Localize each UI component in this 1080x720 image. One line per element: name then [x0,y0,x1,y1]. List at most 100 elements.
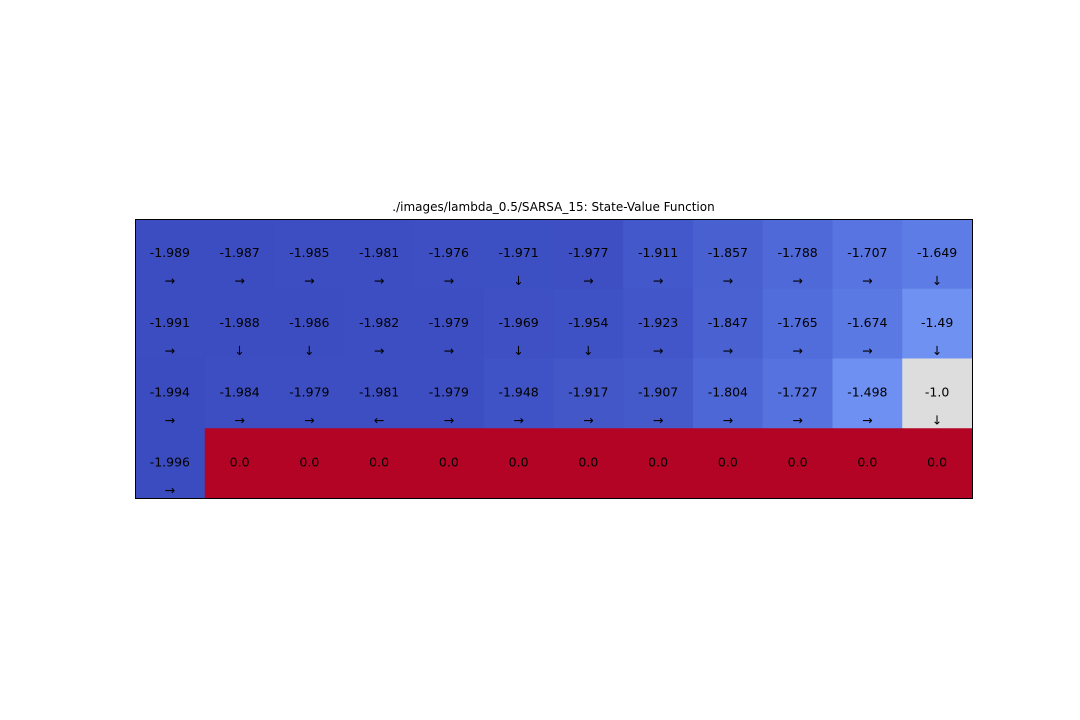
policy-arrow: → [444,343,454,358]
heatmap-cell-r1-c10 [832,288,903,359]
heatmap-cell-r1-c8 [693,288,764,359]
policy-arrow: → [723,273,733,288]
policy-arrow: ↓ [513,273,523,288]
policy-arrow: → [792,343,802,358]
heatmap-cell-r1-c3 [344,288,415,359]
cell-value-label: -1.987 [219,245,259,260]
cell-value-label: 0.0 [788,454,808,469]
policy-arrow: → [165,482,175,497]
policy-arrow: → [444,273,454,288]
cell-value-label: -1.986 [289,315,329,330]
cell-value-label: -1.948 [498,385,538,400]
cell-value-label: -1.971 [498,245,538,260]
heatmap-cell-r3-c2 [274,428,345,499]
policy-arrow: → [653,343,663,358]
policy-arrow: → [583,273,593,288]
heatmap-cell-r2-c11 [902,358,973,429]
cell-value-label: 0.0 [439,454,459,469]
cell-value-label: 0.0 [718,454,738,469]
policy-arrow: → [165,413,175,428]
policy-arrow: ← [374,413,384,428]
cell-value-label: 0.0 [509,454,529,469]
cell-value-label: -1.979 [429,385,469,400]
heatmap-cells [135,219,973,499]
cell-value-label: -1.996 [150,454,190,469]
heatmap-cell-r2-c9 [762,358,833,429]
policy-arrow: → [653,413,663,428]
cell-value-label: 0.0 [230,454,250,469]
cell-value-label: -1.857 [708,245,748,260]
cell-value-label: -1.982 [359,315,399,330]
heatmap-cell-r3-c1 [204,428,275,499]
heatmap-cell-r0-c0 [135,219,206,290]
heatmap-cell-r1-c4 [414,288,485,359]
policy-arrow: → [234,413,244,428]
heatmap-cell-r2-c4 [414,358,485,429]
heatmap-cell-r1-c7 [623,288,694,359]
heatmap-cell-r3-c5 [483,428,554,499]
policy-arrow: ↓ [932,343,942,358]
cell-value-label: -1.917 [568,385,608,400]
heatmap-cell-r2-c0 [135,358,206,429]
policy-arrow: → [513,413,523,428]
cell-value-label: -1.985 [289,245,329,260]
policy-arrow: → [374,343,384,358]
heatmap-cell-r1-c5 [483,288,554,359]
heatmap-cell-r3-c11 [902,428,973,499]
cell-value-label: 0.0 [299,454,319,469]
cell-value-label: -1.498 [847,385,887,400]
policy-arrow: → [165,273,175,288]
heatmap-cell-r0-c8 [693,219,764,290]
heatmap-cell-r0-c6 [553,219,624,290]
heatmap-cell-r1-c6 [553,288,624,359]
cell-value-label: -1.765 [777,315,817,330]
heatmap-cell-r2-c5 [483,358,554,429]
heatmap-cell-r1-c9 [762,288,833,359]
cell-value-label: -1.981 [359,245,399,260]
cell-value-label: -1.994 [150,385,190,400]
policy-arrow: ↓ [234,343,244,358]
cell-value-label: 0.0 [578,454,598,469]
heatmap-cell-r3-c4 [414,428,485,499]
heatmap-cell-r3-c10 [832,428,903,499]
policy-arrow: → [165,343,175,358]
heatmap-cell-r2-c2 [274,358,345,429]
heatmap-cell-r1-c2 [274,288,345,359]
heatmap-cell-r2-c8 [693,358,764,429]
heatmap-cell-r0-c10 [832,219,903,290]
policy-arrow: → [862,343,872,358]
policy-arrow: → [374,273,384,288]
policy-arrow: → [792,273,802,288]
policy-arrow: ↓ [583,343,593,358]
heatmap-cell-r3-c3 [344,428,415,499]
cell-value-label: -1.976 [429,245,469,260]
chart-title: ./images/lambda_0.5/SARSA_15: State-Valu… [392,200,715,214]
heatmap-cell-r3-c0 [135,428,206,499]
cell-value-label: -1.989 [150,245,190,260]
heatmap-cell-r2-c6 [553,358,624,429]
heatmap-cell-r2-c7 [623,358,694,429]
policy-arrow: → [862,413,872,428]
cell-value-label: 0.0 [369,454,389,469]
policy-arrow: ↓ [932,413,942,428]
cell-value-label: -1.727 [777,385,817,400]
cell-value-label: -1.977 [568,245,608,260]
heatmap-cell-r3-c9 [762,428,833,499]
cell-value-label: -1.649 [917,245,957,260]
cell-value-label: -1.674 [847,315,887,330]
policy-arrow: → [862,273,872,288]
policy-arrow: ↓ [304,343,314,358]
heatmap-cell-r0-c11 [902,219,973,290]
policy-arrow: → [792,413,802,428]
heatmap-cell-r0-c2 [274,219,345,290]
heatmap-cell-r1-c11 [902,288,973,359]
heatmap-cell-r1-c1 [204,288,275,359]
policy-arrow: → [304,273,314,288]
cell-value-label: -1.979 [289,385,329,400]
policy-arrow: → [653,273,663,288]
policy-arrow: → [444,413,454,428]
heatmap-cell-r0-c5 [483,219,554,290]
policy-arrow: ↓ [513,343,523,358]
